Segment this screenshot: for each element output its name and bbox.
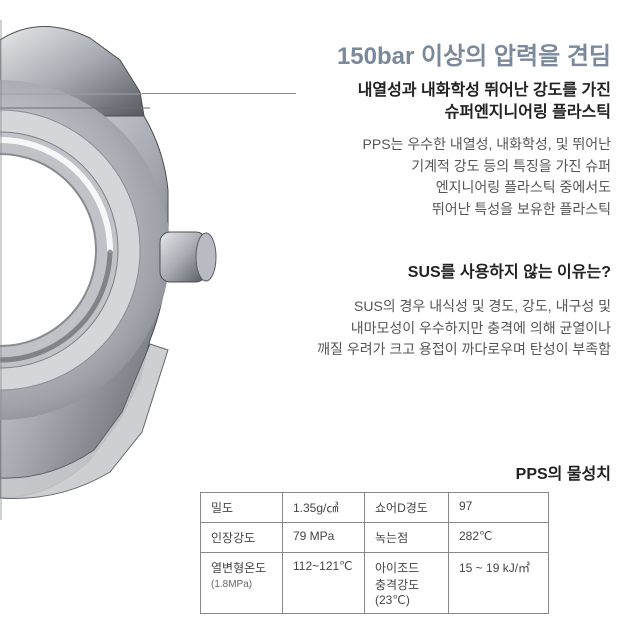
- cell-k2: 녹는점: [365, 523, 449, 553]
- section1-body-l1: PPS는 우수한 내열성, 내화학성, 및 뛰어난: [363, 136, 611, 152]
- cell-k2: 아이조드 충격강도 (23℃): [365, 553, 449, 614]
- cell-v1: 112~121℃: [283, 553, 365, 614]
- section2-body: SUS의 경우 내식성 및 경도, 강도, 내구성 및 내마모성이 우수하지만 …: [251, 296, 611, 361]
- section1-body-l3: 엔지니어링 플라스틱 중에서도: [436, 179, 611, 195]
- cell-k2-main: 아이조드: [375, 561, 419, 575]
- cell-k1: 밀도: [201, 493, 283, 523]
- section1-heading-line2: 슈퍼엔지니어링 플라스틱: [445, 104, 611, 121]
- section1-body: PPS는 우수한 내열성, 내화학성, 및 뛰어난 기계적 강도 등의 특징을 …: [291, 134, 611, 221]
- section1-body-l2: 기계적 강도 등의 특징을 가진 슈퍼: [411, 158, 611, 174]
- section1-body-l4: 뛰어난 특성을 보유한 플라스틱: [432, 201, 611, 217]
- leader-line: [142, 93, 296, 94]
- page-headline: 150bar 이상의 압력을 견딤: [337, 36, 611, 71]
- cell-v1: 79 MPa: [283, 523, 365, 553]
- section1-heading: 내열성과 내화학성 뛰어난 강도를 가진 슈퍼엔지니어링 플라스틱: [358, 80, 611, 125]
- mechanical-part-illustration: [0, 20, 260, 520]
- section2-body-l2: 내마모성이 우수하지만 충격에 의해 균열이나: [351, 320, 611, 336]
- cell-k1: 인장강도: [201, 523, 283, 553]
- cell-k2: 쇼어D경도: [365, 493, 449, 523]
- cell-k2-sub2: (23℃): [375, 593, 410, 607]
- cell-v2: 97: [449, 493, 549, 523]
- section1-heading-line1: 내열성과 내화학성 뛰어난 강도를 가진: [358, 82, 611, 99]
- section2-body-l1: SUS의 경우 내식성 및 경도, 강도, 내구성 및: [354, 298, 611, 314]
- table-row: 밀도 1.35g/㎤ 쇼어D경도 97: [201, 493, 549, 523]
- cell-v1: 1.35g/㎤: [283, 493, 365, 523]
- cell-v2: 282℃: [449, 523, 549, 553]
- properties-table: 밀도 1.35g/㎤ 쇼어D경도 97 인장강도 79 MPa 녹는점 282℃…: [200, 492, 549, 614]
- part-svg: [0, 20, 260, 520]
- table-title: PPS의 물성치: [516, 460, 611, 484]
- table-row: 인장강도 79 MPa 녹는점 282℃: [201, 523, 549, 553]
- cell-v2: 15 ~ 19 kJ/㎡: [449, 553, 549, 614]
- cell-k1: 열변형온도 (1.8MPa): [201, 553, 283, 614]
- table-row: 열변형온도 (1.8MPa) 112~121℃ 아이조드 충격강도 (23℃) …: [201, 553, 549, 614]
- section2-heading: SUS를 사용하지 않는 이유는?: [408, 262, 611, 284]
- cell-k1-main: 열변형온도: [211, 561, 266, 575]
- cell-k1-sub: (1.8MPa): [211, 579, 252, 590]
- section2-body-l3: 깨질 우려가 크고 용접이 까다로우며 탄성이 부족함: [317, 341, 611, 357]
- cell-k2-sub1: 충격강도: [375, 578, 419, 592]
